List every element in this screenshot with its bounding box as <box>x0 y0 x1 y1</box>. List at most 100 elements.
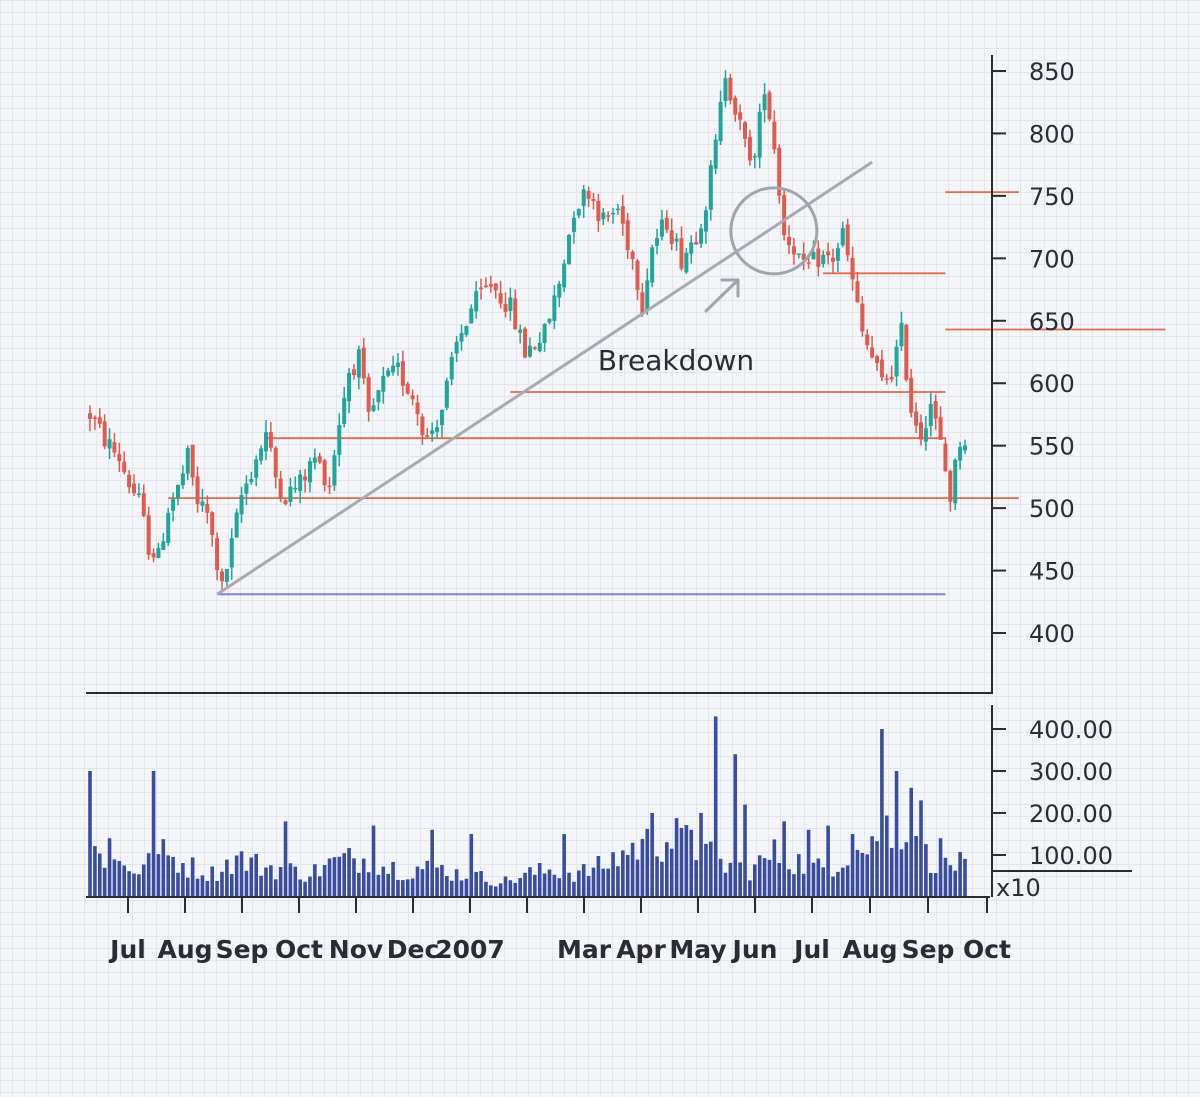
candle-body <box>92 417 97 419</box>
candle-body <box>244 483 249 494</box>
candle-body <box>483 285 488 288</box>
volume-bar <box>919 800 923 897</box>
candle-body <box>738 112 743 120</box>
candle-body <box>156 548 161 558</box>
volume-bar <box>792 874 796 897</box>
volume-bar <box>141 864 146 897</box>
volume-bar <box>836 871 840 897</box>
candle-body <box>210 512 215 535</box>
candle-body <box>679 238 684 269</box>
candle-body <box>386 370 391 376</box>
volume-bar <box>679 827 684 897</box>
volume-bar <box>93 846 97 897</box>
volume-bar <box>630 842 635 897</box>
trendline <box>216 160 873 596</box>
volume-bar <box>112 859 117 897</box>
volume-bar <box>953 870 958 897</box>
candle-body <box>391 365 396 373</box>
volume-tick-label: 100.00 <box>1029 842 1113 870</box>
volume-bar <box>777 862 782 897</box>
volume-bar <box>684 825 689 897</box>
volume-bar <box>733 754 738 897</box>
volume-bar <box>596 856 601 897</box>
volume-bar <box>489 885 493 897</box>
volume-bar <box>772 839 777 897</box>
volume-bar <box>787 869 791 897</box>
candle-body <box>845 224 850 256</box>
volume-bar <box>313 864 317 897</box>
volume-bar <box>855 850 860 897</box>
volume-bar <box>308 876 312 897</box>
candle-body <box>102 421 107 447</box>
candle-body <box>234 512 239 538</box>
volume-bar <box>342 853 346 897</box>
volume-bar <box>875 841 879 897</box>
candle-body <box>376 390 381 403</box>
volume-bar <box>894 771 899 897</box>
volume-bar <box>562 834 566 897</box>
candle-body <box>435 427 440 432</box>
candle-body <box>278 478 283 498</box>
candle-body <box>752 155 757 158</box>
candle-body <box>381 375 386 392</box>
volume-bar <box>405 879 410 897</box>
candle-body <box>571 217 576 233</box>
volume-bar <box>498 883 503 897</box>
volume-bar <box>97 853 102 897</box>
candle-body <box>361 347 366 379</box>
volume-bar <box>542 873 547 897</box>
candle-body <box>459 333 464 342</box>
volume-bar <box>831 876 835 897</box>
volume-bar <box>401 880 405 897</box>
volume-bar <box>826 825 830 897</box>
volume-bar <box>850 834 855 897</box>
candle-body <box>655 238 660 246</box>
candle-body <box>474 291 479 312</box>
candle-body <box>879 359 884 378</box>
volume-bar <box>381 866 386 897</box>
time-tick-label: Jul <box>792 935 830 964</box>
candle-body <box>899 322 904 347</box>
volume-bar <box>493 886 498 897</box>
candle-body <box>488 284 493 287</box>
candle-body <box>787 236 792 246</box>
candle-body <box>562 263 567 288</box>
volume-bar <box>606 868 610 897</box>
candle-body <box>127 474 132 488</box>
volume-bar <box>601 868 606 897</box>
candle-body <box>317 456 322 463</box>
candle-body <box>425 435 430 437</box>
volume-bar <box>728 862 733 897</box>
volume-bar <box>933 872 938 897</box>
volume-bar <box>860 853 865 897</box>
time-tick-label: Nov <box>329 935 383 964</box>
candle-body <box>219 571 224 582</box>
candle-body <box>518 329 523 333</box>
time-tick-label: Aug <box>157 935 212 964</box>
volume-bar <box>743 804 747 897</box>
volume-bar <box>635 859 640 897</box>
volume-bar <box>117 861 122 897</box>
candle-body <box>288 486 293 502</box>
candle-body <box>826 251 831 256</box>
volume-bar <box>909 787 914 897</box>
candle-body <box>606 215 611 217</box>
candle-body <box>454 341 459 354</box>
candle-body <box>635 260 640 290</box>
candle-body <box>400 361 405 386</box>
candle-body <box>371 405 376 412</box>
candle-body <box>943 443 948 472</box>
volume-bar <box>181 863 185 897</box>
volume-bar <box>865 854 870 897</box>
volume-bar <box>366 872 371 897</box>
candle-body <box>567 234 572 265</box>
candle-body <box>958 446 963 461</box>
candle-body <box>782 195 787 236</box>
volume-bar <box>943 857 948 897</box>
candle-body <box>625 220 630 251</box>
volume-bar <box>264 867 268 897</box>
candle-body <box>229 538 234 568</box>
candle-body <box>953 459 958 504</box>
